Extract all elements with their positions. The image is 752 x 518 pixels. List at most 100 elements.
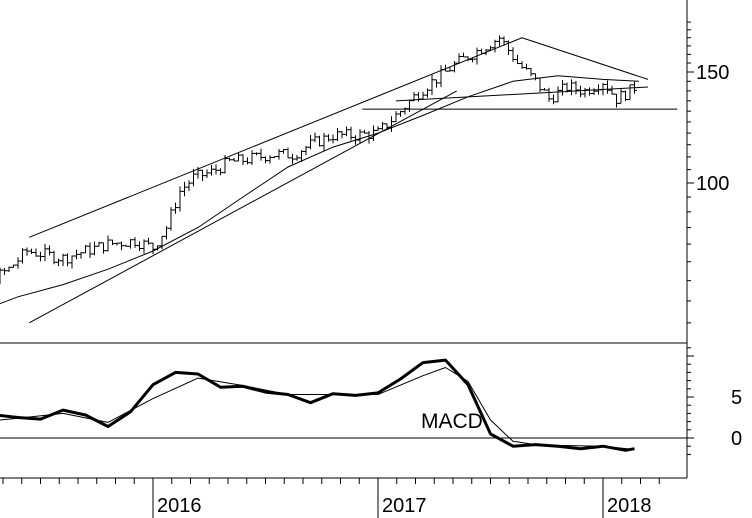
ohlc-bar [393, 111, 399, 123]
ohlc-bar [546, 87, 552, 102]
ohlc-bar [524, 63, 529, 70]
ohlc-bar [258, 148, 264, 161]
ohlc-bar [114, 242, 120, 246]
ohlc-bar [200, 169, 205, 182]
ohlc-bar [330, 134, 336, 144]
ohlc-bar [132, 237, 138, 248]
ohlc-bar [398, 110, 403, 117]
ohlc-bar [272, 156, 277, 159]
ohlc-bar [519, 61, 525, 69]
trendline-channel-upper [29, 37, 523, 238]
ohlc-bar [623, 90, 628, 102]
trendline-triangle-lower [395, 86, 649, 102]
ohlc-bar [420, 91, 426, 100]
ohlc-bar [240, 154, 246, 166]
ohlc-bar [92, 241, 97, 256]
ohlc-bar [141, 239, 147, 254]
ohlc-bar [182, 181, 187, 197]
ohlc-bar [56, 258, 61, 267]
ohlc-bar [425, 88, 430, 98]
ohlc-bar [555, 86, 561, 103]
ohlc-bar [177, 186, 183, 212]
ohlc-bar [353, 135, 358, 145]
price-panel [0, 35, 678, 324]
ohlc-bar [312, 132, 318, 143]
ohlc-bar [537, 77, 543, 93]
ohlc-bar [578, 85, 583, 98]
ohlc-bar [83, 244, 88, 254]
ohlc-bar [321, 132, 327, 152]
ohlc-bar [263, 156, 268, 164]
ohlc-bar [123, 244, 129, 247]
ohlc-bar [186, 180, 192, 192]
ohlc-bar [231, 158, 237, 162]
ohlc-bar [42, 243, 48, 262]
ohlc-bar [24, 247, 30, 256]
ohlc-bar [168, 207, 174, 231]
ohlc-bar [173, 202, 178, 214]
ohlc-bar [357, 129, 363, 144]
ohlc-bar [227, 157, 232, 161]
signal-line [0, 367, 635, 450]
ohlc-bar [74, 249, 79, 260]
ohlc-bar [591, 88, 597, 95]
trendline-channel-lower [29, 90, 457, 324]
ohlc-bar [371, 125, 376, 141]
ohlc-bar [582, 87, 588, 98]
ohlc-bar [335, 128, 340, 142]
ohlc-bar [326, 134, 331, 142]
ohlc-bar [492, 39, 498, 53]
ohlc-bar [65, 253, 70, 267]
ohlc-bar [605, 80, 610, 94]
ohlc-bar [569, 79, 574, 96]
ohlc-bar [87, 242, 93, 258]
ohlc-bar [6, 266, 12, 272]
ohlc-bar [33, 248, 39, 257]
ohlc-bar [96, 241, 102, 247]
ohlc-bar [276, 149, 282, 160]
ohlc-bar [632, 81, 637, 94]
ohlc-bar [60, 253, 66, 267]
ohlc-bar [609, 85, 615, 95]
ohlc-bar [146, 237, 151, 245]
ohlc-bar [528, 68, 534, 77]
ohlc-bar [303, 145, 309, 155]
ohlc-bar [317, 135, 322, 147]
ohlc-bar [438, 65, 444, 88]
ohlc-bar [105, 235, 111, 252]
ohlc-bar [461, 52, 466, 58]
ohlc-bar [1, 267, 7, 275]
ohlc-bar [78, 252, 84, 259]
ohlc-bar [344, 126, 349, 137]
ohlc-bar [479, 48, 484, 54]
ohlc-bar [402, 107, 408, 115]
ohlc-bar [416, 92, 421, 102]
ohlc-bar [515, 54, 520, 65]
ohlc-bar [11, 264, 16, 268]
ohlc-bar [164, 226, 169, 240]
ohlc-bar [47, 245, 52, 256]
ohlc-bar [254, 152, 259, 156]
ohlc-bar [362, 129, 367, 134]
macd-line [0, 358, 635, 452]
ohlc-bar [294, 154, 300, 161]
ohlc-bar [285, 147, 291, 159]
ohlc-bar [483, 49, 489, 56]
ohlc-bar [375, 126, 381, 131]
ohlc-bar [533, 73, 538, 81]
ohlc-bar [573, 80, 579, 95]
ohlc-bar [551, 94, 556, 105]
ohlc-bar [614, 93, 619, 108]
ohlc-bar [497, 35, 502, 47]
ohlc-bar [137, 241, 142, 252]
moving-average-line [0, 75, 640, 305]
ohlc-bar [218, 168, 223, 176]
ohlc-bar [407, 99, 412, 112]
ohlc-bar [204, 169, 210, 178]
ohlc-bar [15, 257, 21, 269]
ohlc-bar [281, 148, 286, 154]
ohlc-bar [339, 131, 345, 139]
ohlc-bar [429, 74, 435, 96]
